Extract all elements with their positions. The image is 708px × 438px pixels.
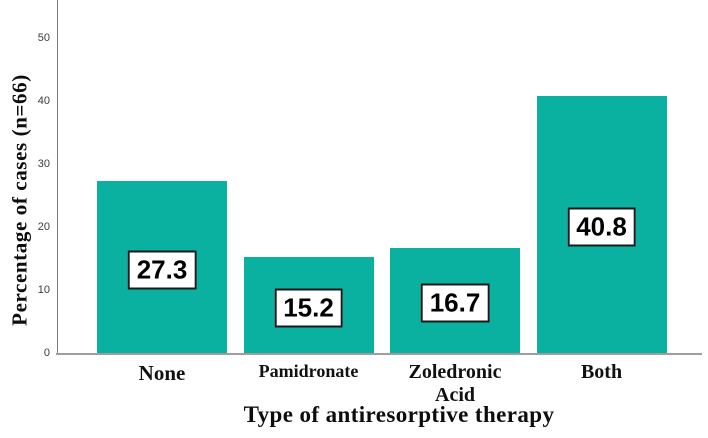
x-category-label: Both <box>517 361 687 384</box>
x-category-label-line: Acid <box>435 384 475 406</box>
y-tick-label: 20 <box>37 221 50 233</box>
x-category-label-line: Pamidronate <box>258 361 359 381</box>
x-category-label-line: None <box>138 361 186 385</box>
value-label: 15.2 <box>274 288 343 328</box>
x-category-label-line: Both <box>580 361 623 383</box>
value-label: 16.7 <box>420 283 490 323</box>
x-category-label: None <box>77 361 247 385</box>
y-tick-label: 10 <box>37 284 50 296</box>
x-category-label: Zoledronic Acid <box>370 361 540 407</box>
y-tick-label: 30 <box>37 158 50 170</box>
x-axis-title: Type of antiresorptive therapy <box>243 402 555 427</box>
value-label: 27.3 <box>127 250 197 290</box>
y-axis-line <box>56 0 58 354</box>
y-tick-label: 50 <box>37 32 50 44</box>
x-axis-line <box>56 353 702 355</box>
x-category-label: Pamidronate <box>224 361 394 382</box>
value-label: 40.8 <box>567 207 636 247</box>
y-tick-label: 0 <box>43 347 50 359</box>
x-category-label-line: Zoledronic <box>408 361 502 383</box>
y-tick-label: 40 <box>37 95 50 107</box>
